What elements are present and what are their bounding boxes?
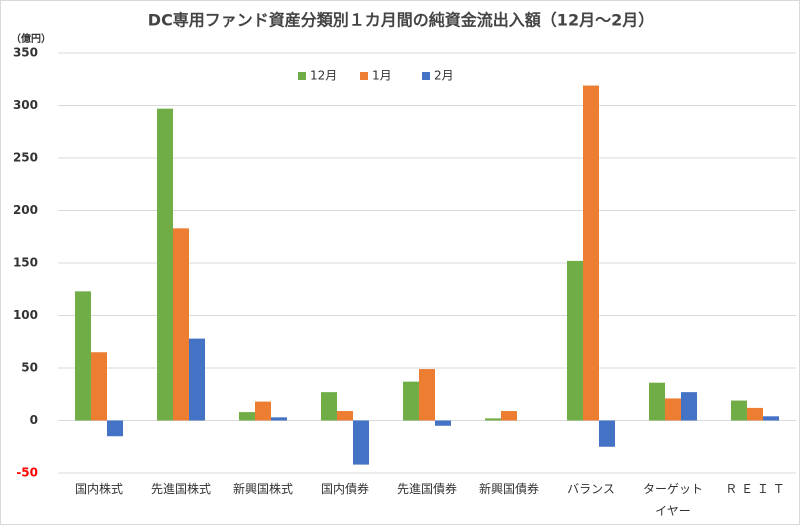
legend-swatch [298, 72, 306, 80]
y-tick-label: -50 [16, 466, 38, 480]
legend-label: 12月 [310, 69, 337, 83]
y-tick-label: 250 [13, 151, 38, 165]
y-tick-label: 100 [13, 308, 38, 322]
bar [435, 420, 451, 426]
legend-label: 1月 [372, 69, 392, 83]
bar [747, 407, 763, 421]
y-tick-label: 0 [30, 413, 38, 427]
bar [665, 398, 681, 421]
bar [271, 417, 287, 421]
x-tick-label: バランス [567, 482, 615, 496]
legend-swatch [422, 72, 430, 80]
bar [763, 416, 779, 421]
bar [107, 420, 123, 437]
bar [91, 352, 107, 421]
bar [681, 392, 697, 421]
x-tick-label: 新興国株式 [232, 482, 293, 496]
bar [255, 401, 271, 421]
y-unit: （億円） [11, 32, 51, 45]
legend-swatch [360, 72, 368, 80]
bar [485, 418, 501, 421]
x-tick-label: 新興国債券 [478, 482, 539, 496]
bar [403, 381, 419, 421]
bar [239, 412, 255, 421]
bar [321, 392, 337, 421]
legend-label: 2月 [434, 69, 454, 83]
bar [353, 420, 369, 465]
y-tick-label: 200 [13, 203, 38, 217]
bar [731, 400, 747, 421]
x-tick-label: 先進国株式 [150, 482, 211, 496]
y-tick-label: 300 [13, 98, 38, 112]
chart-title: DC専用ファンド資産分類別１カ月間の純資金流出入額（12月～2月） [148, 11, 654, 30]
bar [501, 411, 517, 421]
bar [599, 420, 615, 447]
x-tick-label: Ｒ Ｅ Ｉ Ｔ [725, 482, 785, 496]
bar [189, 338, 205, 421]
bar [75, 291, 91, 421]
x-tick-label: 国内債券 [320, 482, 369, 496]
x-tick-label: 先進国債券 [396, 482, 457, 496]
y-tick-label: 150 [13, 256, 38, 270]
y-tick-label: 50 [21, 361, 38, 375]
x-tick-label: 国内株式 [74, 482, 123, 496]
bar [173, 228, 189, 421]
bar [157, 108, 173, 421]
bar [583, 85, 599, 421]
x-tick-label: ターゲット イヤー [642, 482, 703, 518]
bar [419, 369, 435, 421]
y-tick-label: 350 [13, 46, 38, 60]
bar [649, 382, 665, 421]
bar [337, 411, 353, 421]
bar [567, 260, 583, 421]
